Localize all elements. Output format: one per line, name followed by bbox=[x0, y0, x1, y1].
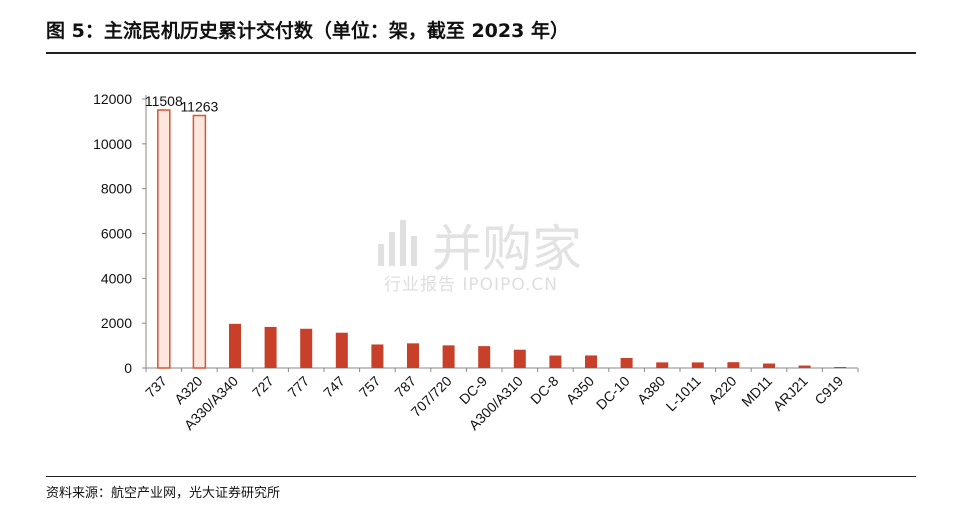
y-tick-label: 0 bbox=[124, 360, 132, 376]
y-tick-label: 2000 bbox=[101, 315, 132, 331]
x-tick-label: DC-8 bbox=[527, 373, 562, 408]
x-tick-label: 787 bbox=[391, 373, 419, 401]
source-note: 资料来源：航空产业网，光大证券研究所 bbox=[46, 486, 281, 501]
bar-a350 bbox=[585, 355, 597, 368]
x-tick-label: 737 bbox=[142, 373, 170, 401]
bar-787 bbox=[407, 343, 419, 368]
bar-chart: 并购家 行业报告 IPOIPO.CN 0 2000 4000 6000 8000 1000… bbox=[93, 91, 859, 433]
bar-737 bbox=[157, 109, 171, 369]
bar-dc-10 bbox=[620, 358, 633, 368]
x-tick-label: 747 bbox=[320, 373, 348, 401]
bar-a300-a310 bbox=[513, 349, 526, 368]
x-tick-label: C919 bbox=[811, 373, 846, 408]
bar-c919 bbox=[834, 367, 847, 368]
bar-a220 bbox=[727, 362, 740, 368]
y-tick-label: 4000 bbox=[101, 270, 132, 286]
y-tick-label: 10000 bbox=[93, 136, 132, 152]
bar-md11 bbox=[763, 363, 775, 368]
data-label: 11508 bbox=[145, 93, 183, 109]
bar-747 bbox=[335, 332, 348, 368]
bars bbox=[157, 109, 847, 369]
bar-727 bbox=[264, 326, 277, 368]
figure-title: 图 5：主流民机历史累计交付数（单位：架，截至 2023 年） bbox=[46, 20, 569, 42]
x-tick-label: DC-10 bbox=[593, 373, 633, 413]
x-tick-label: ARJ21 bbox=[770, 373, 811, 414]
x-tick-label: A220 bbox=[705, 373, 740, 408]
title-rule bbox=[46, 52, 916, 54]
x-tick-label: 727 bbox=[249, 373, 277, 401]
source-rule bbox=[46, 476, 916, 477]
x-tick-label: MD11 bbox=[738, 373, 775, 410]
x-tick-label: 757 bbox=[356, 373, 384, 401]
y-tick-label: 6000 bbox=[101, 226, 132, 242]
watermark: 并购家 行业报告 IPOIPO.CN bbox=[378, 220, 582, 295]
y-tick-label: 8000 bbox=[101, 181, 132, 197]
bar-dc-8 bbox=[549, 355, 562, 368]
watermark-subtext: 行业报告 IPOIPO.CN bbox=[384, 275, 558, 295]
watermark-text: 并购家 bbox=[432, 220, 582, 278]
x-tick-label: 777 bbox=[284, 373, 312, 401]
bar-dc-9 bbox=[478, 346, 491, 368]
bar-a320 bbox=[192, 114, 207, 369]
watermark-logo bbox=[378, 220, 417, 266]
data-label: 11263 bbox=[180, 99, 218, 115]
x-tick-label: L-1011 bbox=[663, 373, 705, 415]
bar-arj21 bbox=[798, 365, 811, 368]
bar-l-1011 bbox=[691, 362, 704, 368]
bar-757 bbox=[371, 344, 384, 368]
bar-707-720 bbox=[442, 345, 455, 368]
y-tick-label: 12000 bbox=[93, 91, 132, 107]
bar-a380 bbox=[656, 362, 669, 368]
bar-a330-a340 bbox=[229, 323, 241, 368]
bar-777 bbox=[300, 328, 313, 368]
